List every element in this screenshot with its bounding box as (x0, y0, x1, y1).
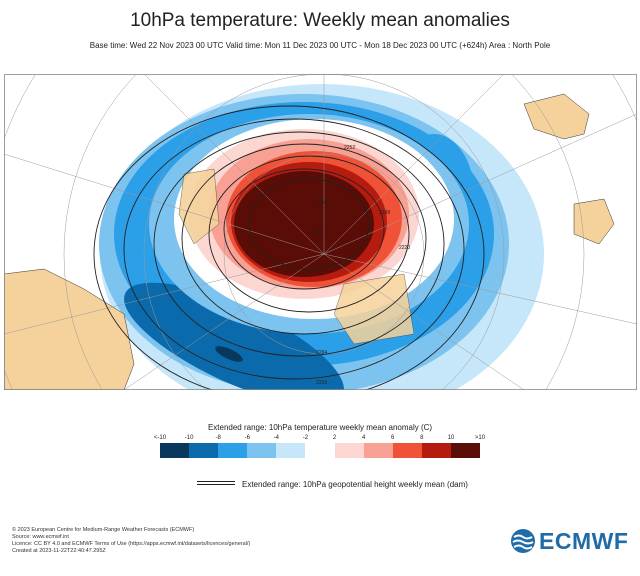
colorbar-tick-label: -8 (215, 435, 221, 441)
height-contours (93, 105, 485, 390)
ecmwf-logo: ECMWF (510, 527, 630, 555)
colorbar-cell (421, 443, 451, 458)
colorbar-tick-label: -6 (244, 435, 250, 441)
colorbar-cell (392, 443, 422, 458)
footer-line: Created at 2023-11-22T22:40:47.295Z (12, 548, 106, 554)
map-canvas: 2124 2156 2188 2220 2252 2284 2316 (4, 74, 637, 390)
land-greenland (178, 168, 220, 245)
map-frame (4, 74, 637, 390)
colorbar-tick-label: >10 (474, 435, 486, 441)
colorbar-cell (305, 443, 335, 458)
ecmwf-logo-text: ECMWF (539, 527, 629, 554)
footer-credits: © 2023 European Centre for Medium-Range … (12, 527, 250, 555)
contour-label: 2316 (316, 380, 327, 386)
contour-label: 2220 (399, 245, 410, 251)
contour-label: 2188 (379, 210, 390, 216)
contour-label: 2252 (344, 145, 355, 151)
colorbar-cell (160, 443, 190, 458)
colorbar-tick-label: 10 (447, 435, 455, 441)
contour-label: 2124 (312, 230, 323, 236)
colorbar-cell (276, 443, 306, 458)
colorbar-tick-label: -2 (302, 435, 309, 441)
contour-label: 2284 (316, 350, 327, 356)
deep-cold-core (215, 346, 243, 362)
footer-line: Licence: CC BY 4.0 and ECMWF Terms of Us… (12, 541, 251, 547)
colorbar-cell (247, 443, 277, 458)
colorbar-cell (450, 443, 481, 458)
colorbar-tick-label: 2 (332, 435, 337, 441)
colorbar-tick-label: 6 (391, 435, 395, 441)
land-island (573, 198, 615, 245)
land-asia-east (523, 93, 590, 140)
graticule (4, 74, 637, 390)
contour-legend-label: Extended range: 10hPa geopotential heigh… (242, 480, 468, 489)
colorbar (160, 443, 481, 458)
colorbar-tick-label: -4 (273, 435, 280, 441)
colorbar-cell (363, 443, 393, 458)
colorbar-tick-label: 4 (361, 435, 366, 441)
polar-map: 2124 2156 2188 2220 2252 2284 2316 (4, 74, 637, 390)
footer-line: © 2023 European Centre for Medium-Range … (12, 527, 195, 533)
footer-line: Source: www.ecmwf.int (12, 534, 69, 540)
contour-label: 2156 (316, 200, 327, 206)
colorbar-cell (218, 443, 248, 458)
colorbar-ticks: <-10 -10 -8 -6 -4 -2 2 4 6 8 10 >10 (154, 435, 485, 445)
colorbar-cell (189, 443, 219, 458)
colorbar-cell (334, 443, 364, 458)
contour-legend-symbol (197, 481, 235, 485)
colorbar-tick-label: <-10 (153, 435, 167, 441)
warm-core (234, 171, 374, 277)
map-title: 10hPa temperature: Weekly mean anomalies (130, 10, 510, 31)
ecmwf-logo-icon (511, 529, 535, 553)
colorbar-title: Extended range: 10hPa temperature weekly… (207, 423, 433, 432)
colorbar-tick-label: 8 (420, 435, 424, 441)
map-subtitle: Base time: Wed 22 Nov 2023 00 UTC Valid … (89, 41, 551, 50)
colorbar-tick-label: -10 (184, 435, 194, 441)
